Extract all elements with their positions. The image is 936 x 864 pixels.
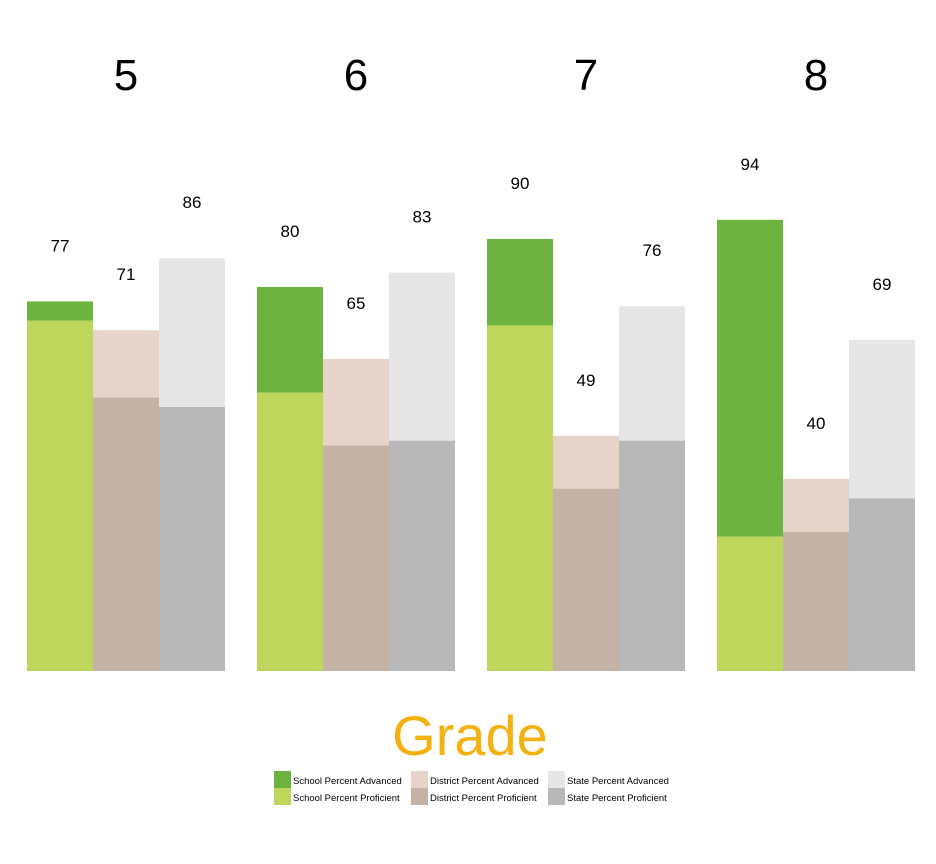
bar-state-percent-proficient-grade-7 bbox=[619, 440, 685, 671]
bar-district-percent-advanced-grade-7 bbox=[553, 435, 619, 489]
bar-school-percent-proficient-grade-6 bbox=[257, 392, 323, 671]
legend-swatch-state-percent-advanced bbox=[548, 771, 565, 788]
value-labels: 77 71 86 80 65 83 90 49 76 94 40 69 bbox=[51, 155, 892, 433]
bar-school-percent-advanced-grade-8 bbox=[717, 219, 783, 537]
bar-state-percent-advanced-grade-7 bbox=[619, 306, 685, 441]
bar-state-percent-advanced-grade-8 bbox=[849, 339, 915, 499]
value-label-district-grade-5: 71 bbox=[117, 265, 136, 284]
bar-state-percent-advanced-grade-5 bbox=[159, 258, 225, 407]
x-axis-title: Grade bbox=[392, 704, 548, 767]
bar-school-percent-proficient-grade-5 bbox=[27, 320, 93, 671]
value-label-district-grade-6: 65 bbox=[347, 294, 366, 313]
category-label-7: 7 bbox=[574, 51, 598, 100]
legend-label-district-percent-advanced: District Percent Advanced bbox=[430, 776, 539, 787]
bar-school-percent-advanced-grade-7 bbox=[487, 239, 553, 326]
category-label-5: 5 bbox=[114, 51, 138, 100]
value-label-school-grade-5: 77 bbox=[51, 236, 70, 255]
bar-state-percent-proficient-grade-5 bbox=[159, 407, 225, 671]
value-label-school-grade-8: 94 bbox=[741, 155, 760, 174]
bar-district-percent-proficient-grade-5 bbox=[93, 397, 159, 671]
category-label-6: 6 bbox=[344, 51, 368, 100]
legend-swatch-state-percent-proficient bbox=[548, 788, 565, 805]
value-label-school-grade-7: 90 bbox=[511, 174, 530, 193]
bar-district-percent-proficient-grade-8 bbox=[783, 531, 849, 671]
bar-school-percent-advanced-grade-5 bbox=[27, 301, 93, 321]
bars bbox=[27, 219, 915, 671]
bar-district-percent-proficient-grade-7 bbox=[553, 488, 619, 671]
bar-school-percent-proficient-grade-7 bbox=[487, 325, 553, 671]
bar-district-percent-advanced-grade-5 bbox=[93, 330, 159, 398]
legend-swatch-district-percent-proficient bbox=[411, 788, 428, 805]
value-label-state-grade-8: 69 bbox=[873, 275, 892, 294]
bar-district-percent-advanced-grade-6 bbox=[323, 359, 389, 446]
bar-school-percent-proficient-grade-8 bbox=[717, 536, 783, 671]
legend-swatch-district-percent-advanced bbox=[411, 771, 428, 788]
category-label-8: 8 bbox=[804, 51, 828, 100]
legend-swatch-school-percent-proficient bbox=[274, 788, 291, 805]
category-labels: 5 6 7 8 bbox=[114, 51, 828, 100]
value-label-state-grade-6: 83 bbox=[413, 208, 432, 227]
bar-district-percent-advanced-grade-8 bbox=[783, 479, 849, 532]
bar-school-percent-advanced-grade-6 bbox=[257, 287, 323, 393]
legend-label-district-percent-proficient: District Percent Proficient bbox=[430, 793, 537, 804]
bar-state-percent-advanced-grade-6 bbox=[389, 272, 455, 441]
legend-label-state-percent-proficient: State Percent Proficient bbox=[567, 793, 667, 804]
bar-state-percent-proficient-grade-6 bbox=[389, 440, 455, 671]
legend-label-state-percent-advanced: State Percent Advanced bbox=[567, 776, 669, 787]
bar-state-percent-proficient-grade-8 bbox=[849, 498, 915, 671]
value-label-state-grade-7: 76 bbox=[643, 241, 662, 260]
bar-district-percent-proficient-grade-6 bbox=[323, 445, 389, 671]
value-label-school-grade-6: 80 bbox=[281, 222, 300, 241]
value-label-district-grade-7: 49 bbox=[577, 371, 596, 390]
value-label-state-grade-5: 86 bbox=[183, 193, 202, 212]
legend-label-school-percent-proficient: School Percent Proficient bbox=[293, 793, 400, 804]
legend: School Percent Advanced District Percent … bbox=[274, 771, 669, 805]
value-label-district-grade-8: 40 bbox=[807, 414, 826, 433]
legend-label-school-percent-advanced: School Percent Advanced bbox=[293, 776, 402, 787]
legend-swatch-school-percent-advanced bbox=[274, 771, 291, 788]
